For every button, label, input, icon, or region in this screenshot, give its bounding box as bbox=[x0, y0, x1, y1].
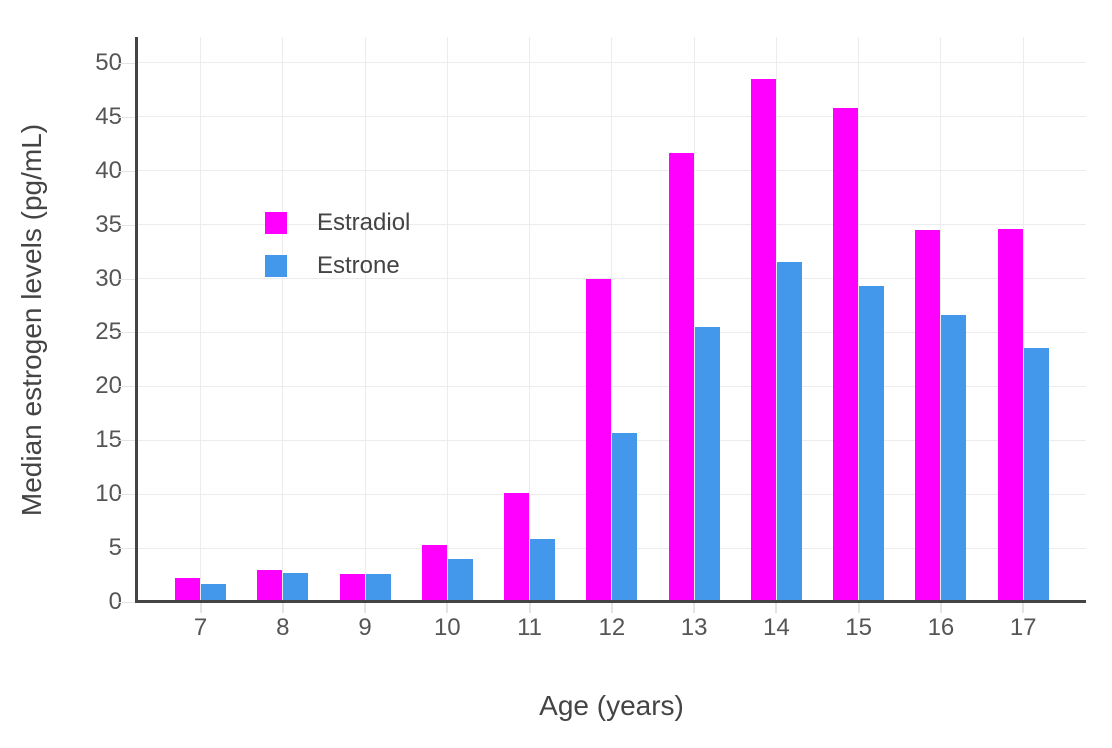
y-tick-mark bbox=[119, 116, 135, 118]
x-tick-mark bbox=[693, 603, 696, 613]
x-tick-mark bbox=[199, 603, 202, 613]
bar-estradiol-age-16 bbox=[915, 230, 941, 602]
y-tick-label: 20 bbox=[95, 372, 122, 400]
x-tick-mark bbox=[857, 603, 860, 613]
y-tick-mark bbox=[119, 494, 135, 496]
x-tick-label: 17 bbox=[1009, 614, 1037, 641]
x-tick-mark bbox=[446, 603, 449, 613]
gridline bbox=[775, 37, 777, 602]
estrone-swatch-icon bbox=[265, 255, 287, 277]
gridline bbox=[446, 37, 448, 602]
bar-estrone-age-10 bbox=[447, 558, 473, 602]
bar-estradiol-age-15 bbox=[833, 108, 859, 602]
x-tick-mark bbox=[939, 603, 942, 613]
bar-estradiol-age-14 bbox=[750, 79, 776, 602]
bar-estradiol-age-7 bbox=[175, 578, 200, 602]
x-tick-mark bbox=[775, 603, 778, 613]
legend-label-estrone: Estrone bbox=[317, 252, 400, 279]
x-tick-label: 7 bbox=[193, 614, 208, 641]
gridline bbox=[529, 37, 531, 602]
y-tick-label: 35 bbox=[95, 210, 122, 238]
x-tick-label: 9 bbox=[358, 614, 372, 641]
y-tick-label: 30 bbox=[95, 264, 122, 292]
gridline bbox=[200, 37, 201, 602]
bar-estrone-age-7 bbox=[201, 583, 226, 602]
legend-label-estradiol: Estradiol bbox=[317, 209, 411, 236]
x-tick-mark bbox=[528, 603, 531, 613]
bar-estrone-age-16 bbox=[941, 315, 967, 602]
bar-estrone-age-14 bbox=[776, 262, 802, 602]
x-axis-line bbox=[135, 600, 1086, 603]
y-tick-mark bbox=[119, 440, 135, 442]
y-tick-mark bbox=[119, 602, 135, 603]
y-tick-label: 15 bbox=[95, 426, 122, 454]
gridline bbox=[364, 37, 366, 602]
bar-estrone-age-13 bbox=[694, 327, 720, 602]
x-tick-label: 16 bbox=[927, 614, 955, 641]
bar-estradiol-age-13 bbox=[668, 153, 694, 602]
y-tick-label: 0 bbox=[108, 588, 122, 615]
legend-item-estrone[interactable]: Estrone bbox=[265, 252, 410, 280]
bar-estrone-age-11 bbox=[530, 539, 556, 602]
x-tick-mark bbox=[364, 603, 367, 613]
bar-estrone-age-15 bbox=[859, 286, 885, 602]
x-axis-title: Age (years) bbox=[539, 690, 684, 721]
x-tick-label: 10 bbox=[433, 614, 461, 641]
y-tick-label: 5 bbox=[108, 534, 122, 562]
x-tick-mark bbox=[1022, 603, 1025, 613]
bar-estrone-age-8 bbox=[283, 572, 309, 602]
x-tick-mark bbox=[610, 603, 613, 613]
x-tick-label: 13 bbox=[680, 614, 708, 641]
gridline bbox=[858, 37, 860, 602]
y-tick-mark bbox=[119, 62, 135, 64]
y-tick-mark bbox=[119, 224, 135, 226]
bar-estradiol-age-9 bbox=[339, 573, 365, 602]
legend: Estradiol Estrone bbox=[265, 209, 410, 280]
x-tick-label: 8 bbox=[276, 614, 290, 641]
bar-estradiol-age-8 bbox=[257, 569, 283, 602]
y-tick-mark bbox=[119, 548, 135, 550]
bar-estradiol-age-11 bbox=[504, 493, 530, 602]
legend-item-estradiol[interactable]: Estradiol bbox=[265, 209, 410, 237]
gridline bbox=[940, 37, 942, 602]
y-axis-line bbox=[135, 37, 138, 603]
y-tick-label: 25 bbox=[95, 318, 122, 346]
y-tick-label: 50 bbox=[95, 48, 122, 76]
y-tick-label: 45 bbox=[95, 102, 122, 130]
x-tick-label: 11 bbox=[517, 614, 543, 641]
y-tick-mark bbox=[119, 332, 135, 334]
bar-estradiol-age-10 bbox=[421, 544, 447, 602]
x-tick-mark bbox=[281, 603, 284, 613]
plot-area: Estradiol Estrone bbox=[137, 37, 1086, 602]
y-tick-label: 10 bbox=[95, 480, 122, 508]
y-tick-mark bbox=[119, 278, 135, 280]
gridline bbox=[282, 37, 284, 602]
x-tick-label: 12 bbox=[598, 614, 626, 641]
gridline bbox=[1022, 37, 1024, 602]
y-tick-mark bbox=[119, 386, 135, 388]
bar-estradiol-age-17 bbox=[997, 228, 1023, 602]
x-tick-label: 14 bbox=[763, 614, 790, 641]
x-tick-label: 15 bbox=[845, 614, 872, 641]
gridline bbox=[693, 37, 695, 602]
bar-estrone-age-9 bbox=[365, 573, 391, 602]
y-tick-label: 40 bbox=[95, 156, 122, 184]
bar-estradiol-age-12 bbox=[586, 278, 612, 602]
gridline bbox=[611, 37, 613, 602]
estradiol-swatch-icon bbox=[265, 212, 287, 234]
bar-estrone-age-12 bbox=[612, 432, 638, 602]
bar-estrone-age-17 bbox=[1023, 347, 1049, 602]
y-tick-mark bbox=[119, 170, 135, 172]
